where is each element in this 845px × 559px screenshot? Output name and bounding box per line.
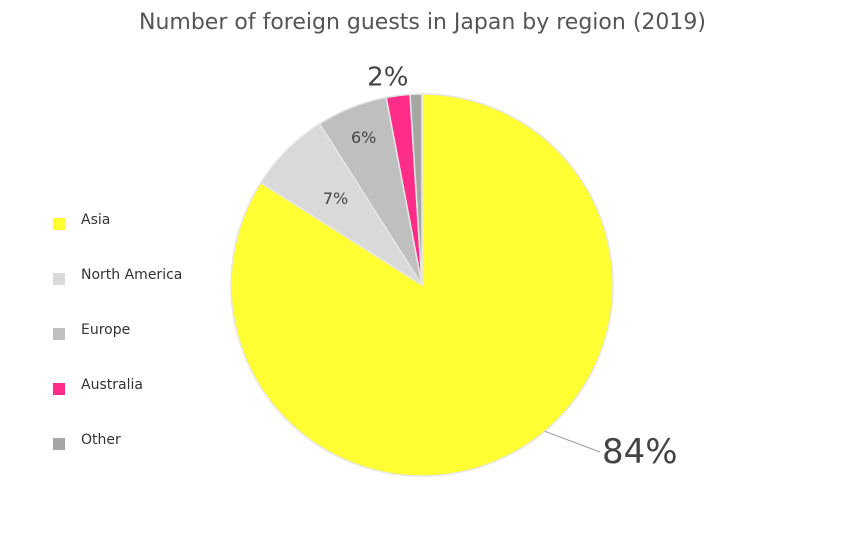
legend-swatch-australia (53, 383, 65, 395)
legend-label-other: Other (81, 432, 121, 448)
legend-label-europe: Europe (81, 322, 131, 338)
data-label-north-america: 7% (323, 189, 348, 208)
legend-swatch-asia (53, 218, 65, 230)
pie-slice-other (409, 93, 423, 286)
chart-title: Number of foreign guests in Japan by reg… (139, 10, 706, 35)
legend-label-asia: Asia (81, 212, 111, 228)
legend-swatch-europe (53, 328, 65, 340)
data-label-europe: 6% (351, 128, 376, 147)
data-label-asia: 84% (602, 432, 678, 472)
legend-swatch-other (53, 438, 65, 450)
data-label-australia: 2% (367, 63, 408, 93)
legend-label-north-america: North America (81, 267, 183, 283)
legend-label-australia: Australia (81, 377, 143, 393)
legend-swatch-north-america (53, 273, 65, 285)
leader-line-asia (544, 430, 601, 453)
